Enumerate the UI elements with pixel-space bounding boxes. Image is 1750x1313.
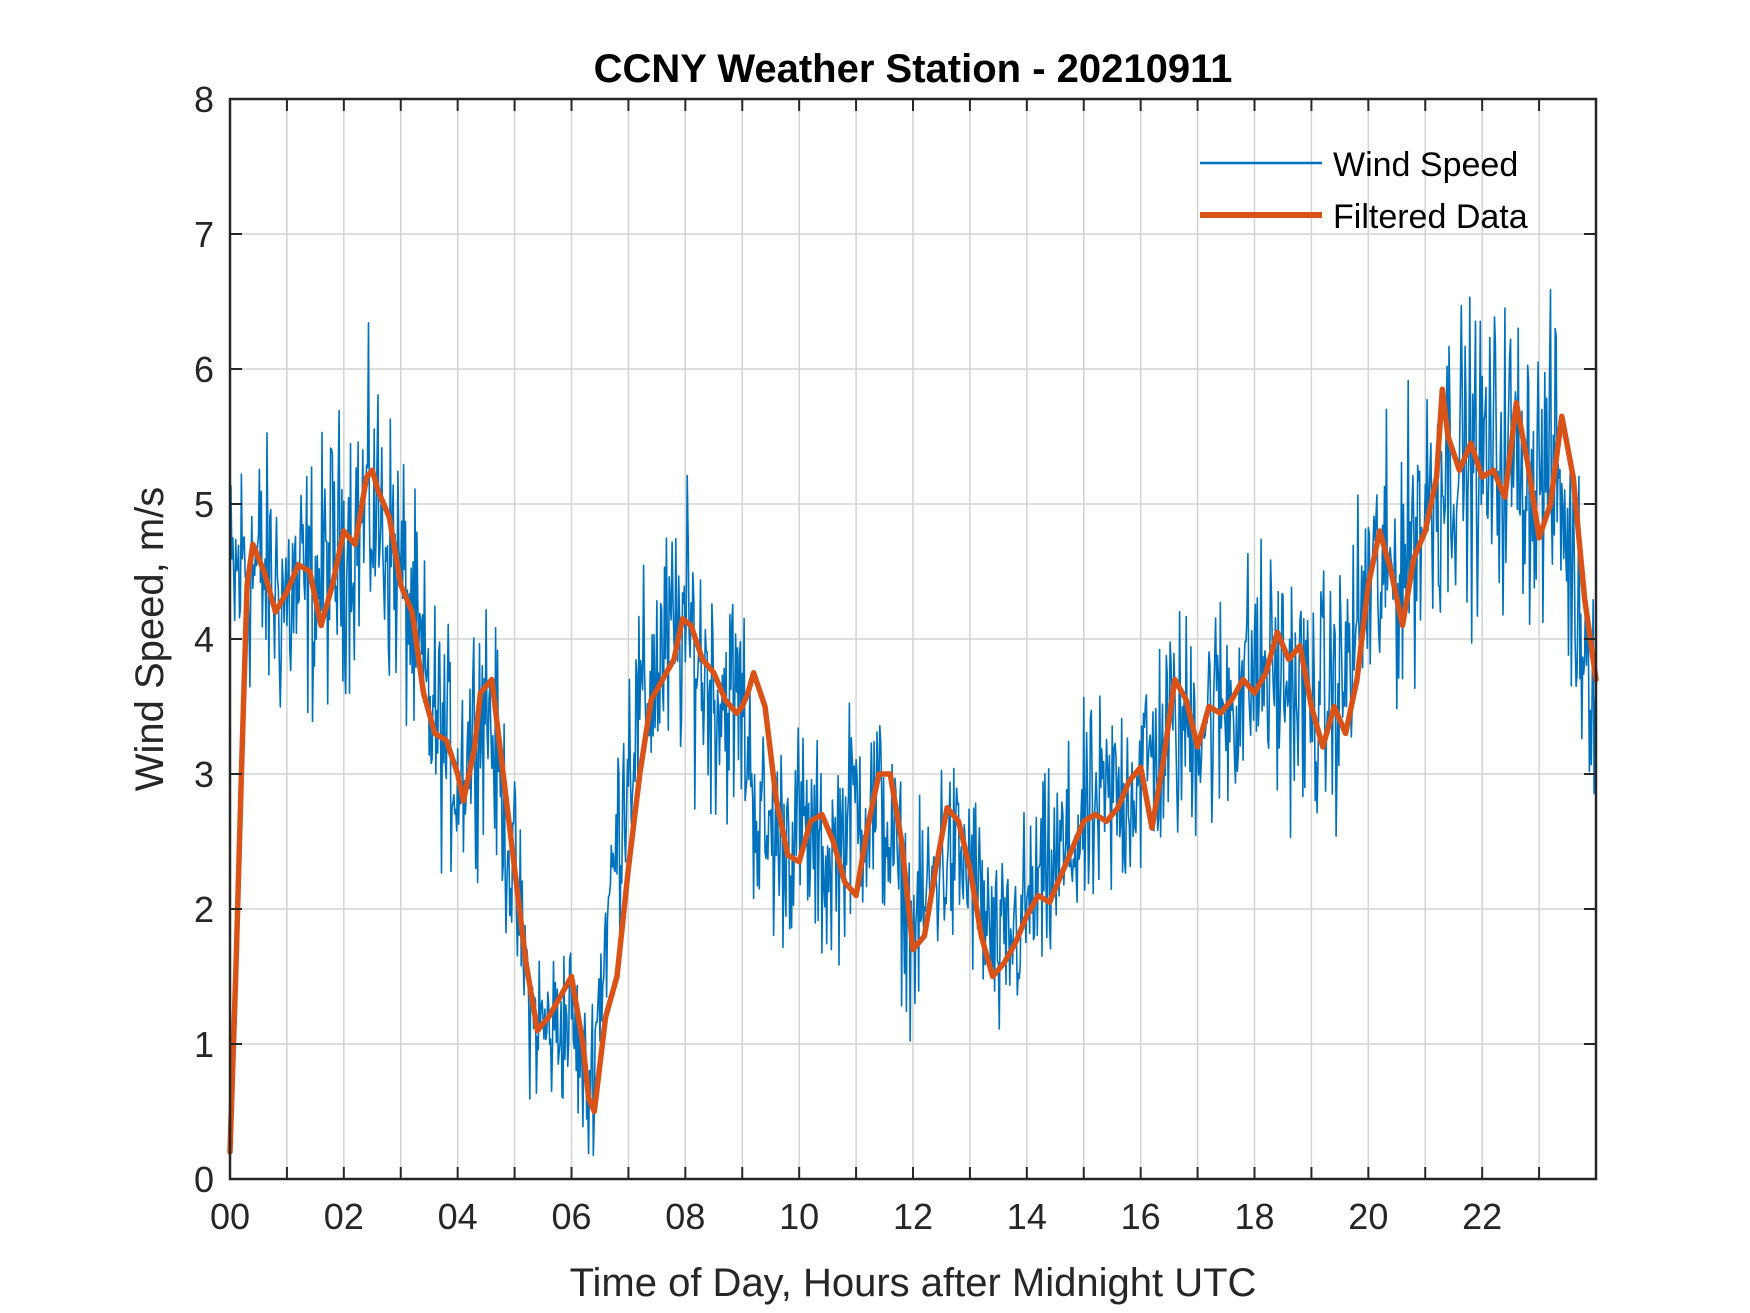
- x-tick-label: 12: [893, 1196, 933, 1237]
- x-tick-label: 20: [1348, 1196, 1388, 1237]
- x-tick-label: 02: [324, 1196, 364, 1237]
- legend-label-filtered-data: Filtered Data: [1333, 198, 1528, 236]
- x-tick-label: 00: [210, 1196, 250, 1237]
- chart-title: CCNY Weather Station - 20210911: [594, 47, 1233, 91]
- y-tick-label: 3: [194, 754, 214, 795]
- y-tick-label: 7: [194, 214, 214, 255]
- x-tick-label: 16: [1121, 1196, 1161, 1237]
- filtered-data-line: [227, 386, 1599, 1155]
- legend: Wind Speed Filtered Data: [1200, 146, 1528, 236]
- x-tick-label: 08: [665, 1196, 705, 1237]
- x-tick-label: 14: [1007, 1196, 1047, 1237]
- y-tick-label: 1: [194, 1024, 214, 1065]
- x-tick-label: 04: [438, 1196, 478, 1237]
- filtered-data-series: [227, 386, 1599, 1155]
- y-tick-label: 2: [194, 889, 214, 930]
- y-tick-label: 5: [194, 484, 214, 525]
- legend-label-wind-speed: Wind Speed: [1333, 146, 1518, 184]
- x-axis-title: Time of Day, Hours after Midnight UTC: [570, 1261, 1257, 1305]
- y-axis-title: Wind Speed, m/s: [128, 487, 172, 792]
- x-tick-label: 06: [551, 1196, 591, 1237]
- y-tick-label: 6: [194, 349, 214, 390]
- y-tick-label: 8: [194, 79, 214, 120]
- x-tick-label: 10: [779, 1196, 819, 1237]
- x-tick-label: 22: [1462, 1196, 1502, 1237]
- y-tick-label: 0: [194, 1159, 214, 1200]
- y-tick-label: 4: [194, 619, 214, 660]
- x-tick-label: 18: [1234, 1196, 1274, 1237]
